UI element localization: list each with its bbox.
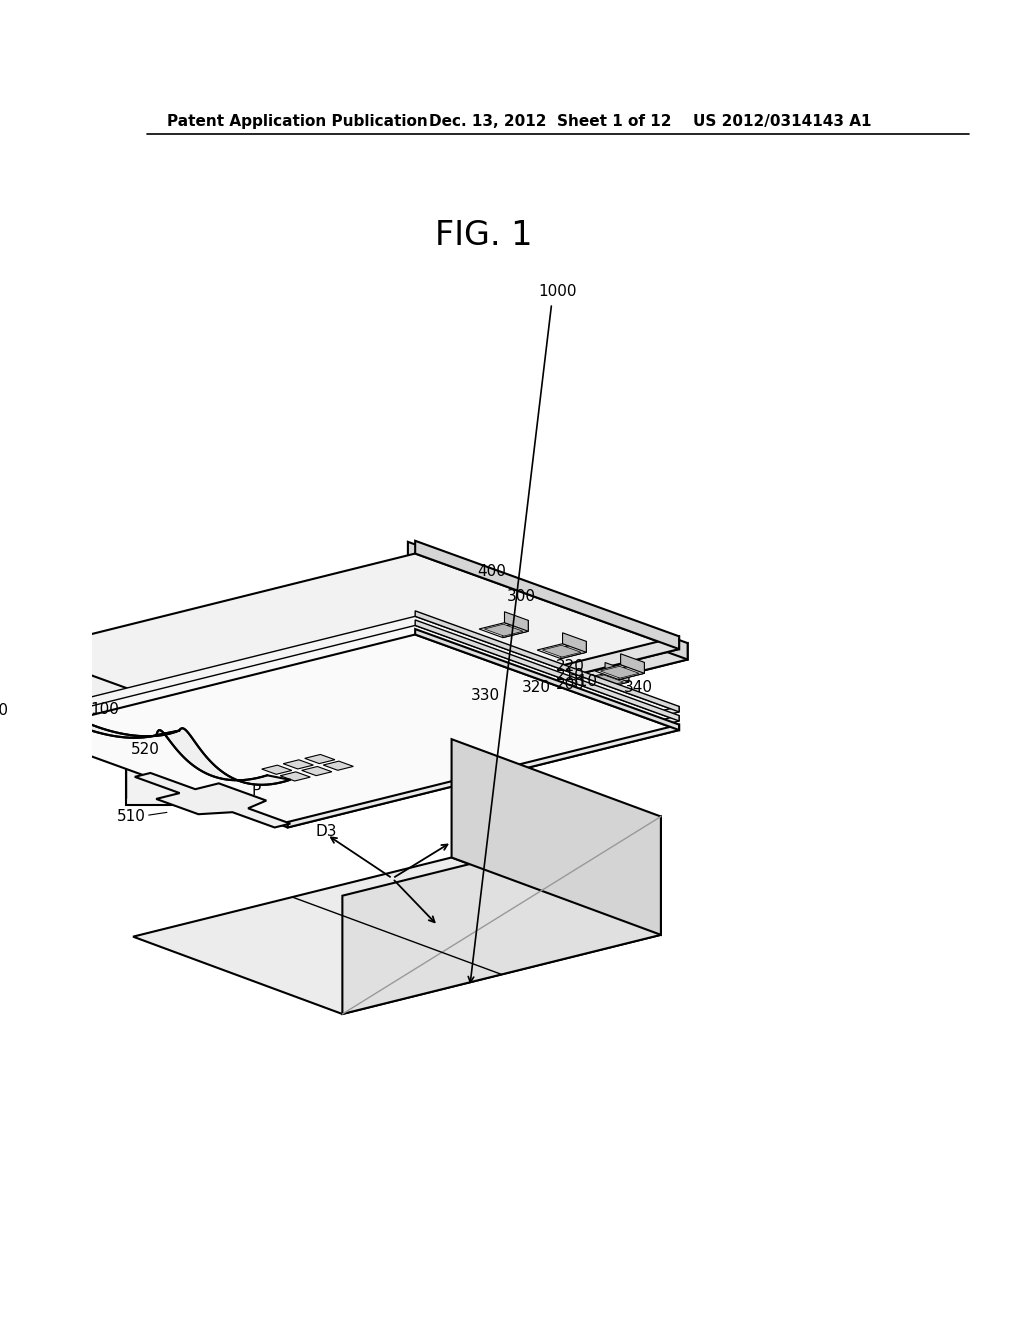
Polygon shape — [446, 710, 472, 727]
Polygon shape — [133, 858, 660, 1014]
Polygon shape — [484, 624, 523, 636]
Polygon shape — [415, 630, 679, 730]
Polygon shape — [408, 719, 433, 737]
Polygon shape — [306, 742, 355, 756]
Polygon shape — [24, 626, 679, 818]
Text: D1: D1 — [456, 837, 477, 851]
Polygon shape — [423, 713, 472, 727]
Polygon shape — [621, 653, 644, 673]
Text: 200: 200 — [556, 677, 585, 693]
Polygon shape — [479, 623, 528, 638]
Polygon shape — [562, 632, 587, 652]
Text: 300: 300 — [507, 589, 536, 605]
Polygon shape — [157, 729, 290, 785]
Polygon shape — [24, 616, 679, 809]
Polygon shape — [311, 743, 349, 755]
Text: Patent Application Publication: Patent Application Publication — [167, 114, 427, 129]
Text: 220: 220 — [556, 659, 585, 675]
Text: 210: 210 — [556, 668, 585, 684]
Polygon shape — [302, 767, 332, 776]
Text: 340: 340 — [624, 680, 652, 696]
Polygon shape — [541, 684, 590, 698]
Polygon shape — [618, 663, 644, 680]
Polygon shape — [384, 722, 433, 737]
Polygon shape — [288, 636, 679, 746]
Polygon shape — [452, 739, 660, 935]
Polygon shape — [330, 739, 355, 756]
Text: 100: 100 — [90, 702, 119, 717]
Polygon shape — [371, 721, 394, 741]
Polygon shape — [410, 711, 433, 731]
Polygon shape — [408, 541, 688, 660]
Polygon shape — [580, 673, 629, 688]
Polygon shape — [526, 682, 551, 701]
Polygon shape — [262, 766, 292, 775]
Polygon shape — [546, 685, 585, 697]
Polygon shape — [605, 663, 629, 682]
Polygon shape — [0, 558, 688, 764]
Polygon shape — [24, 553, 679, 746]
Polygon shape — [288, 715, 679, 818]
Polygon shape — [538, 644, 587, 659]
Polygon shape — [595, 665, 644, 680]
Polygon shape — [126, 705, 230, 805]
Text: US 2012/0314143 A1: US 2012/0314143 A1 — [693, 114, 871, 129]
Polygon shape — [324, 762, 353, 771]
Polygon shape — [281, 772, 310, 781]
Polygon shape — [525, 690, 551, 708]
Polygon shape — [288, 725, 679, 828]
Polygon shape — [600, 667, 639, 678]
Polygon shape — [543, 645, 581, 657]
Polygon shape — [284, 760, 313, 770]
Text: D2: D2 — [442, 921, 464, 936]
Polygon shape — [486, 701, 511, 718]
Polygon shape — [566, 672, 590, 692]
Polygon shape — [345, 731, 394, 747]
Polygon shape — [369, 730, 394, 747]
Polygon shape — [585, 675, 624, 686]
Polygon shape — [30, 693, 179, 738]
Text: 320: 320 — [522, 680, 551, 696]
Polygon shape — [415, 620, 679, 721]
Text: 530: 530 — [0, 704, 9, 718]
Polygon shape — [350, 734, 389, 746]
Text: 520: 520 — [131, 742, 160, 758]
Text: P: P — [252, 783, 261, 799]
Text: FIG. 1: FIG. 1 — [434, 219, 532, 252]
Polygon shape — [564, 681, 590, 698]
Text: Dec. 13, 2012  Sheet 1 of 12: Dec. 13, 2012 Sheet 1 of 12 — [429, 114, 672, 129]
Polygon shape — [288, 706, 679, 809]
Polygon shape — [415, 541, 679, 649]
Text: LU: LU — [284, 908, 302, 923]
Text: 510: 510 — [117, 809, 145, 825]
Polygon shape — [502, 693, 551, 708]
Polygon shape — [135, 774, 291, 828]
Text: 310: 310 — [568, 675, 598, 689]
Polygon shape — [561, 642, 587, 659]
Polygon shape — [389, 723, 428, 735]
Polygon shape — [449, 701, 472, 721]
Polygon shape — [342, 817, 660, 1014]
Polygon shape — [305, 755, 335, 763]
Polygon shape — [505, 611, 528, 631]
Text: 330: 330 — [470, 689, 500, 704]
Polygon shape — [428, 714, 467, 726]
Polygon shape — [503, 620, 528, 638]
Text: 400: 400 — [477, 565, 506, 579]
Polygon shape — [331, 731, 355, 750]
Text: D3: D3 — [315, 824, 337, 838]
Polygon shape — [462, 702, 511, 718]
Polygon shape — [24, 635, 679, 828]
Polygon shape — [603, 671, 629, 688]
Polygon shape — [265, 643, 688, 764]
Polygon shape — [507, 694, 546, 706]
Polygon shape — [487, 692, 511, 711]
Text: 1000: 1000 — [538, 284, 577, 298]
Polygon shape — [468, 704, 506, 715]
Polygon shape — [415, 611, 679, 711]
